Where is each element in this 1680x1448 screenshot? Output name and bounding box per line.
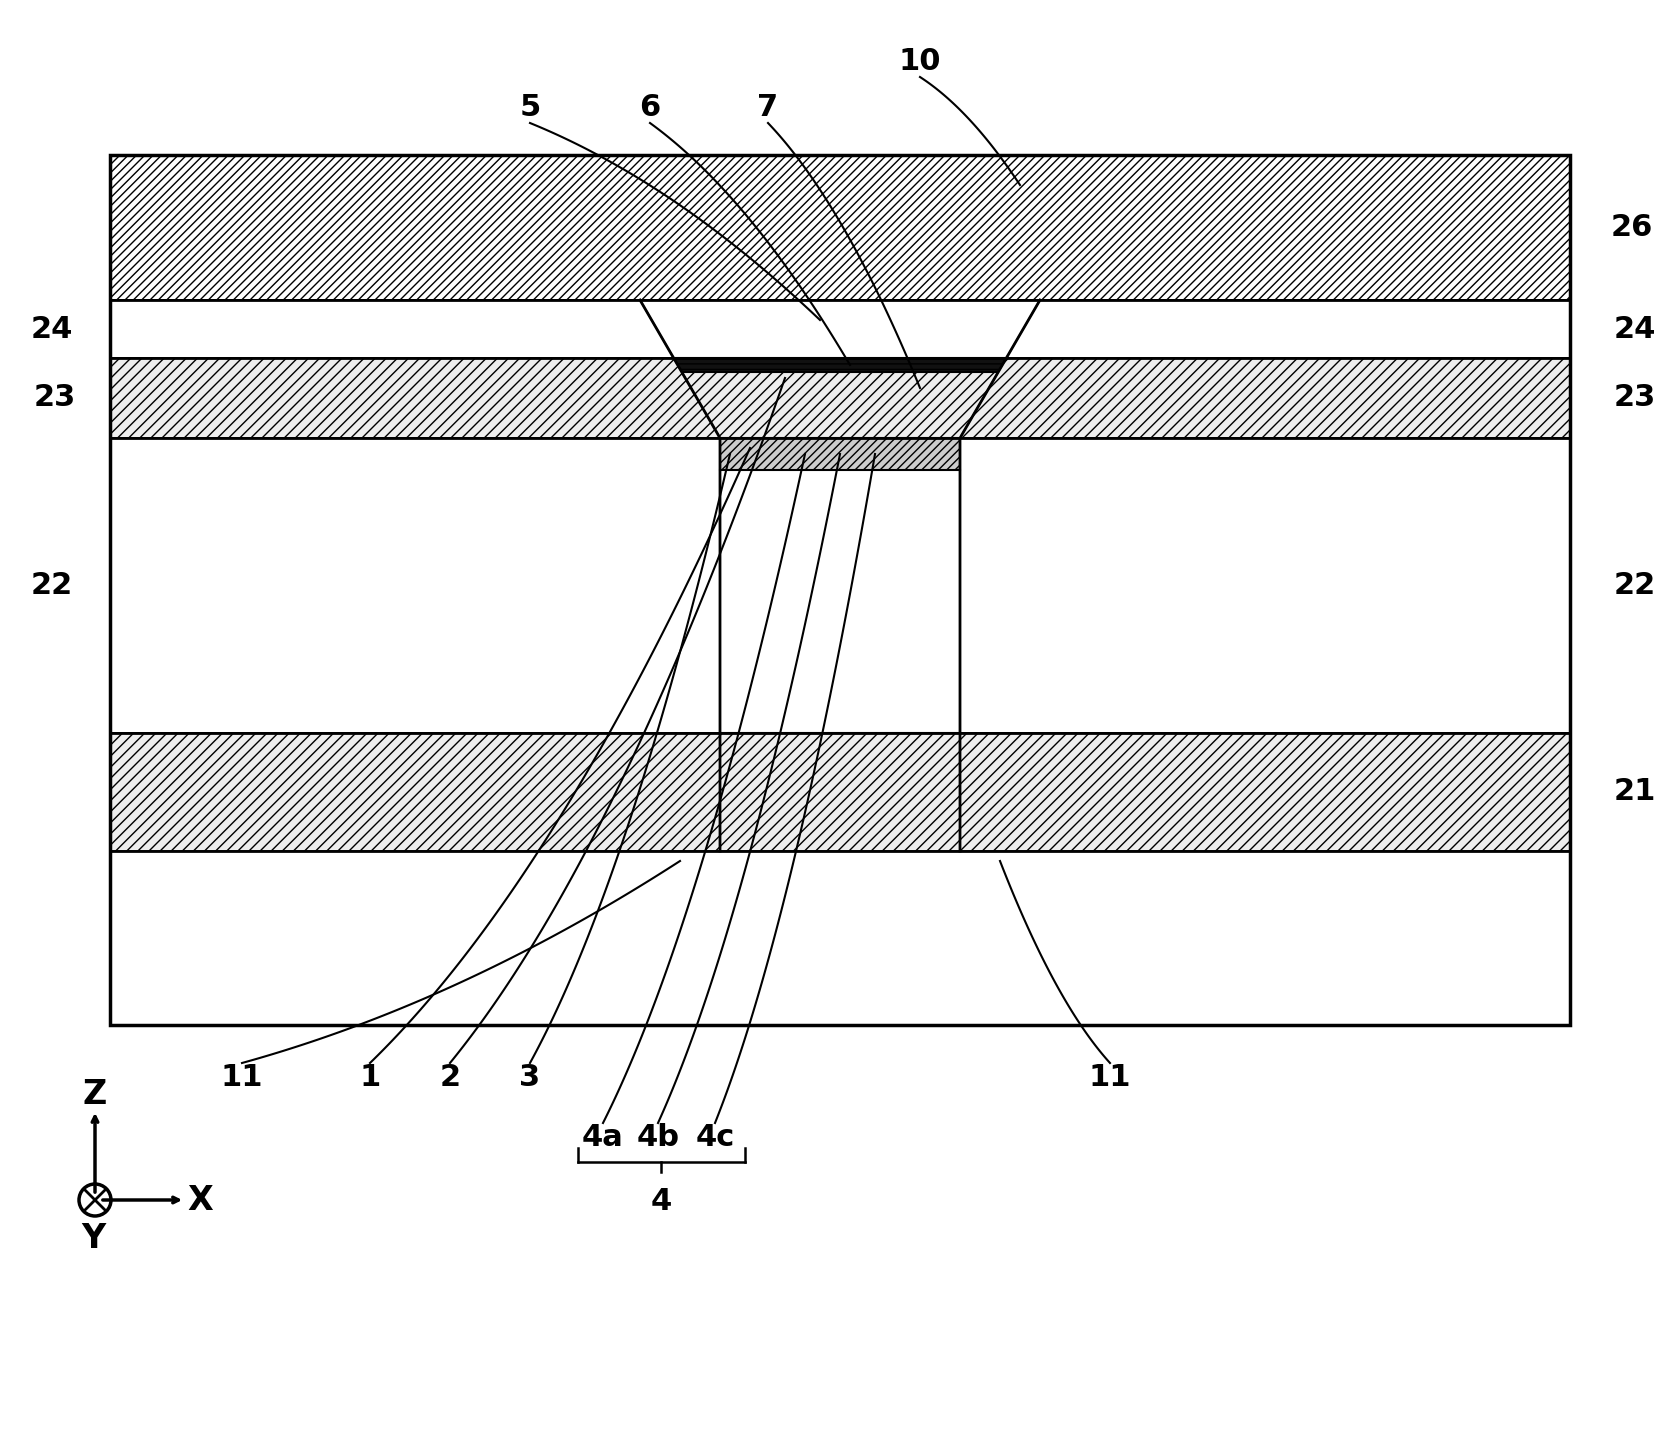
Text: X: X [186,1183,213,1216]
Bar [109,155,1569,300]
Text: 26: 26 [1609,213,1651,242]
Text: 24: 24 [1613,314,1655,343]
Bar [109,437,1569,733]
Bar [109,300,1569,358]
Polygon shape [674,358,1006,372]
Polygon shape [640,300,1040,358]
Text: 3: 3 [519,1063,541,1092]
Text: 11: 11 [220,1063,264,1092]
Text: 4c: 4c [696,1124,734,1153]
Text: 2: 2 [438,1063,460,1092]
Bar [109,733,1569,851]
Polygon shape [682,372,998,437]
Text: 1: 1 [360,1063,380,1092]
Text: 4: 4 [650,1187,672,1216]
Polygon shape [719,733,959,851]
Text: 22: 22 [1613,571,1655,599]
Text: 7: 7 [758,94,778,123]
Bar [109,358,1569,437]
Text: Z: Z [82,1079,108,1112]
Text: Y: Y [81,1222,106,1254]
Text: 24: 24 [30,314,74,343]
Bar [109,851,1569,1025]
Text: 10: 10 [899,48,941,77]
Bar [109,155,1569,1025]
Text: 6: 6 [638,94,660,123]
Polygon shape [719,471,959,733]
Text: 23: 23 [34,384,76,413]
Text: 5: 5 [519,94,541,123]
Bar [109,155,1569,1025]
Text: 22: 22 [30,571,74,599]
Text: 11: 11 [1089,1063,1131,1092]
Text: 4a: 4a [581,1124,623,1153]
Text: 21: 21 [1613,778,1655,807]
Polygon shape [719,437,959,471]
Text: 4b: 4b [637,1124,679,1153]
Text: 23: 23 [1613,384,1655,413]
